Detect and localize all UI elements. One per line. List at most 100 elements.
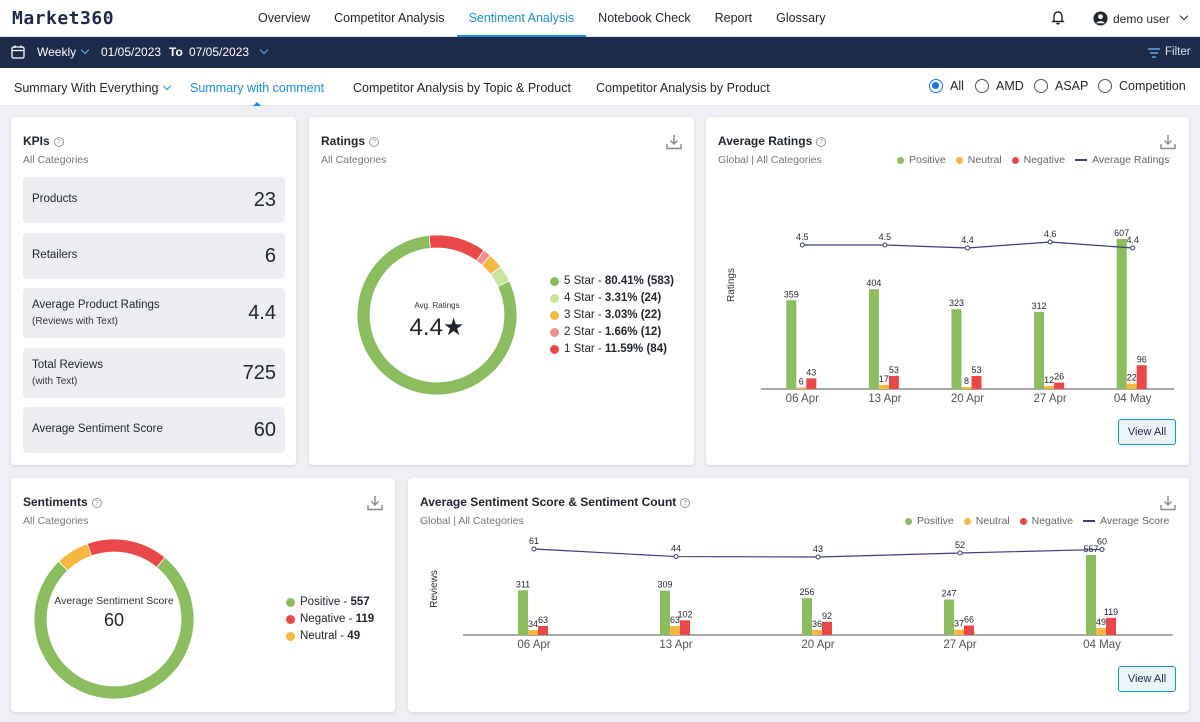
- user-avatar-icon: [1093, 11, 1108, 26]
- user-menu[interactable]: demo user: [1093, 11, 1188, 26]
- period-select[interactable]: Weekly: [37, 37, 90, 68]
- tab-competitor-by-topic-product[interactable]: Competitor Analysis by Topic & Product: [353, 81, 571, 95]
- bell-icon[interactable]: [1050, 10, 1066, 26]
- tab-label: Summary With Everything: [14, 81, 159, 95]
- bar-value-label: 6: [799, 377, 804, 387]
- legend-label: Neutral - 49: [300, 630, 361, 642]
- radio-label: AMD: [996, 79, 1024, 93]
- legend-label: Negative: [1023, 154, 1066, 166]
- filter-label: Filter: [1165, 46, 1191, 58]
- rating-slice-0: [428, 234, 485, 262]
- legend-swatch: [1075, 159, 1088, 161]
- tab-competitor-by-product[interactable]: Competitor Analysis by Product: [596, 81, 770, 95]
- bar-value-label: 311: [516, 579, 530, 589]
- kpi-sublabel: (with Text): [32, 376, 78, 387]
- donut-center-label: Average Sentiment Score: [54, 595, 174, 607]
- info-icon[interactable]: ?: [91, 498, 102, 508]
- card-subtitle: All Categories: [23, 154, 89, 166]
- legend-swatch: [550, 310, 559, 320]
- line-point: [1047, 239, 1053, 245]
- bar-value-label: 323: [949, 298, 964, 308]
- legend-swatch: [286, 597, 295, 607]
- legend-item: 5 Star - 80.41% (583): [550, 275, 674, 287]
- bar-negative: [680, 620, 690, 635]
- line-value-label: 4.4: [1126, 235, 1139, 245]
- nav-sentiment-analysis[interactable]: Sentiment Analysis: [456, 0, 587, 37]
- legend-label: Neutral: [975, 515, 1010, 527]
- card-title: Average Ratings?: [718, 134, 827, 148]
- average-sentiment-card: Average Sentiment Score & Sentiment Coun…: [408, 478, 1189, 712]
- bar-value-label: 53: [889, 365, 899, 375]
- kpi-value: 60: [253, 419, 276, 441]
- info-icon[interactable]: ?: [369, 137, 380, 147]
- bar-value-label: 12: [1044, 375, 1054, 385]
- info-icon[interactable]: ?: [53, 137, 64, 147]
- legend-label: Average Ratings: [1092, 154, 1170, 166]
- nav-competitor-analysis[interactable]: Competitor Analysis: [334, 11, 445, 25]
- bar-value-label: 34: [528, 619, 538, 629]
- legend-swatch: [550, 276, 559, 286]
- legend-swatch: [955, 156, 963, 164]
- radio-competition[interactable]: Competition: [1098, 79, 1186, 93]
- bar-neutral: [812, 629, 822, 635]
- legend-item: 3 Star - 3.03% (22): [550, 309, 661, 321]
- radio-asap[interactable]: ASAP: [1034, 79, 1088, 93]
- card-subtitle: All Categories: [23, 515, 89, 527]
- nav-report[interactable]: Report: [714, 11, 753, 25]
- bar-value-label: 53: [971, 365, 981, 375]
- x-tick-label: 20 Apr: [951, 393, 984, 405]
- legend-swatch: [1019, 517, 1027, 525]
- radio-amd[interactable]: AMD: [975, 79, 1024, 93]
- bar-positive: [1034, 311, 1045, 389]
- date-to-label: To: [169, 45, 183, 59]
- kpi-value: 6: [264, 245, 276, 267]
- info-icon[interactable]: ?: [816, 137, 827, 147]
- view-all-button[interactable]: View All: [1118, 419, 1176, 445]
- kpi-label: Products: [32, 193, 78, 205]
- x-tick-label: 13 Apr: [659, 639, 692, 651]
- card-subtitle: Global | All Categories: [420, 515, 524, 527]
- date-to[interactable]: 07/05/2023: [189, 37, 269, 68]
- ratings-card: Ratings? All Categories Avg. Ratings 4.4…: [309, 117, 694, 465]
- line-value-label: 4.6: [1044, 229, 1057, 239]
- legend-item: Positive - 557: [286, 596, 370, 608]
- bar-value-label: 36: [812, 619, 822, 629]
- radio-all[interactable]: All: [929, 79, 964, 93]
- radio-label: Competition: [1119, 79, 1186, 93]
- nav-glossary[interactable]: Glossary: [776, 11, 826, 25]
- bar-neutral: [670, 625, 680, 635]
- calendar-icon[interactable]: [11, 45, 25, 59]
- download-icon[interactable]: [1159, 494, 1177, 512]
- tab-summary-with-everything[interactable]: Summary With Everything: [14, 68, 172, 106]
- bar-value-label: 92: [822, 611, 832, 621]
- tab-summary-with-comment[interactable]: Summary with comment: [190, 68, 324, 106]
- legend-label: Neutral: [967, 154, 1002, 166]
- sentiment-slice-2: [86, 538, 166, 568]
- app-logo[interactable]: Market360: [12, 8, 115, 29]
- download-icon[interactable]: [366, 494, 384, 512]
- bar-value-label: 96: [1137, 354, 1147, 364]
- legend-label: Negative: [1031, 515, 1074, 527]
- download-icon[interactable]: [665, 133, 683, 151]
- bar-negative: [1106, 617, 1116, 635]
- bar-neutral: [1096, 627, 1106, 635]
- bar-value-label: 247: [941, 589, 956, 599]
- nav-overview[interactable]: Overview: [258, 11, 311, 25]
- legend-label: Positive: [909, 154, 946, 166]
- view-all-button[interactable]: View All: [1118, 666, 1176, 692]
- date-from[interactable]: 01/05/2023: [101, 45, 162, 59]
- legend-item: 2 Star - 1.66% (12): [550, 326, 661, 338]
- ratings-title: Ratings: [321, 134, 366, 148]
- x-tick-label: 27 Apr: [1033, 393, 1066, 405]
- bar-negative: [964, 625, 974, 635]
- bar-positive: [518, 590, 528, 635]
- info-icon[interactable]: ?: [680, 498, 691, 508]
- bar-negative: [822, 621, 832, 635]
- sentiments-donut: Average Sentiment Score 60: [33, 538, 195, 700]
- nav-notebook-check[interactable]: Notebook Check: [598, 11, 691, 25]
- bar-value-label: 102: [677, 609, 692, 619]
- filter-button[interactable]: Filter: [1148, 37, 1191, 68]
- chevron-down-icon: [80, 45, 90, 55]
- download-icon[interactable]: [1159, 133, 1177, 151]
- sentiments-title: Sentiments: [23, 495, 88, 509]
